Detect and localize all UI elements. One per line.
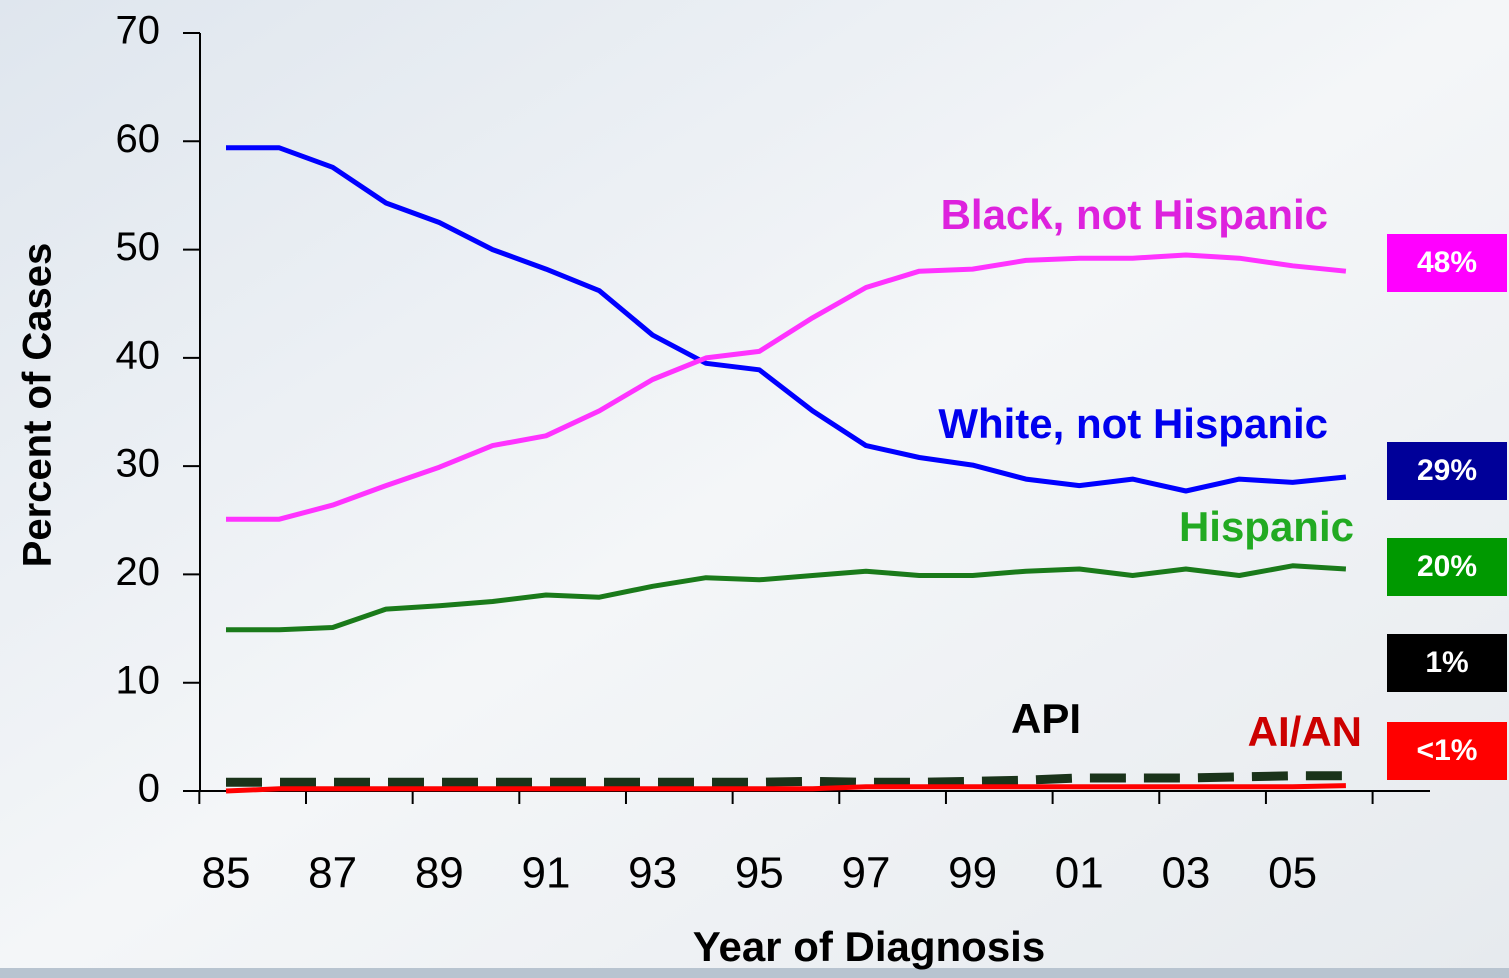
series-label: Black, not Hispanic (941, 191, 1328, 238)
bottom-band (0, 968, 1509, 978)
x-tick-label: 89 (415, 849, 464, 898)
x-tick-label: 99 (948, 849, 997, 898)
end-label-box (1387, 722, 1507, 780)
x-tick-label: 01 (1055, 849, 1104, 898)
end-label: 29% (1417, 454, 1477, 487)
y-tick-label: 30 (116, 442, 161, 486)
y-tick-label: 60 (116, 117, 161, 161)
series-label: AI/AN (1248, 708, 1362, 755)
y-tick-label: 20 (116, 550, 161, 594)
end-label: 1% (1425, 646, 1468, 679)
y-tick-label: 50 (116, 225, 161, 269)
y-axis-title: Percent of Cases (16, 243, 60, 568)
end-label: 48% (1417, 246, 1477, 279)
series-line (226, 563, 1347, 633)
x-tick-label: 91 (522, 849, 571, 898)
end-label: 20% (1417, 550, 1477, 583)
x-tick-label: 85 (202, 849, 251, 898)
y-tick-label: 0 (138, 767, 160, 811)
series-line (225, 783, 1346, 794)
y-tick-label: 70 (116, 9, 161, 53)
end-label-box (1387, 442, 1507, 500)
series-line (226, 252, 1347, 522)
y-tick-label: 10 (116, 658, 161, 702)
x-tick-label: 87 (308, 849, 357, 898)
x-tick-label: 95 (735, 849, 784, 898)
y-tick-label: 40 (116, 333, 161, 377)
end-label: <1% (1417, 734, 1478, 767)
x-tick-label: 97 (841, 849, 890, 898)
series-label: API (1011, 695, 1081, 742)
x-axis-title: Year of Diagnosis (693, 923, 1045, 970)
series-label: White, not Hispanic (938, 400, 1328, 447)
x-tick-label: 05 (1268, 849, 1317, 898)
end-label-box (1387, 234, 1507, 292)
series-line (226, 771, 1346, 787)
end-label-box (1387, 634, 1507, 692)
x-tick-label: 03 (1161, 849, 1210, 898)
series-line (226, 145, 1347, 494)
series-label: Hispanic (1179, 503, 1354, 550)
end-label-box (1387, 538, 1507, 596)
x-tick-label: 93 (628, 849, 677, 898)
